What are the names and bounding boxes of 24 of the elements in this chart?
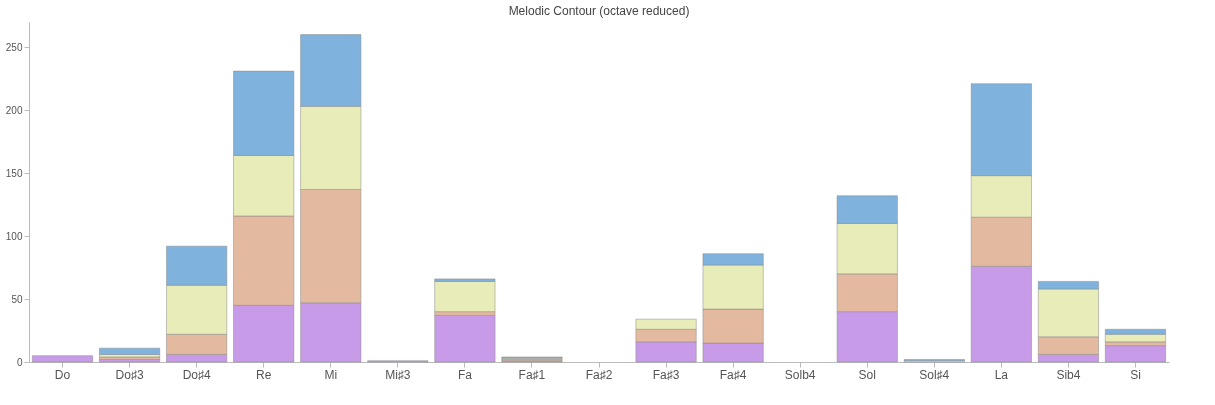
x-tick-label: Sib4 — [1056, 367, 1081, 382]
chart-title: Melodic Contour (octave reduced) — [508, 4, 690, 18]
x-tick-label: Fa♯2 — [585, 367, 613, 382]
y-tick-label: 250 — [5, 41, 23, 53]
y-tick-label: 0 — [16, 356, 23, 368]
x-tick-label: La — [994, 367, 1009, 382]
x-tick-label: Sol♯4 — [919, 367, 950, 382]
x-tick-label: Fa♯4 — [719, 367, 747, 382]
x-tick-label: Sol — [858, 367, 876, 382]
y-tick-label: 50 — [11, 293, 23, 305]
x-tick-label: Do♯3 — [115, 367, 144, 382]
x-tick-label: Solb4 — [784, 367, 816, 382]
x-tick-label: Si — [1130, 367, 1141, 382]
x-tick-label: Mi — [324, 367, 338, 382]
y-tick-label: 100 — [5, 230, 23, 242]
y-tick-label: 200 — [5, 104, 23, 116]
x-tick-label: Fa♯1 — [518, 367, 546, 382]
x-tick-label: Mi♯3 — [385, 367, 411, 382]
x-tick-label: Fa — [457, 367, 473, 382]
x-tick-label: Do — [54, 367, 71, 382]
x-tick-label: Fa♯3 — [652, 367, 680, 382]
y-tick-label: 150 — [5, 167, 23, 179]
x-tick-label: Do♯4 — [182, 367, 211, 382]
x-tick-label: Re — [256, 367, 272, 382]
